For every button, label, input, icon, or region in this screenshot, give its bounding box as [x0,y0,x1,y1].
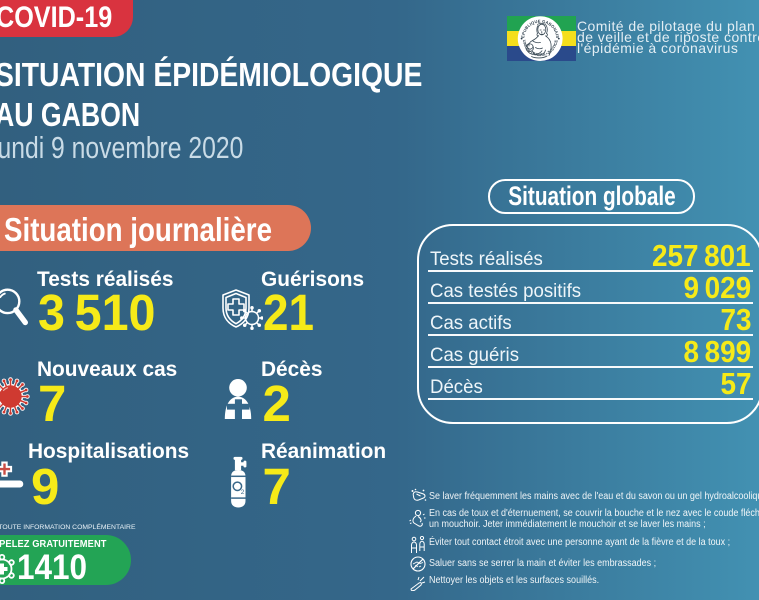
svg-text:2: 2 [241,489,245,496]
